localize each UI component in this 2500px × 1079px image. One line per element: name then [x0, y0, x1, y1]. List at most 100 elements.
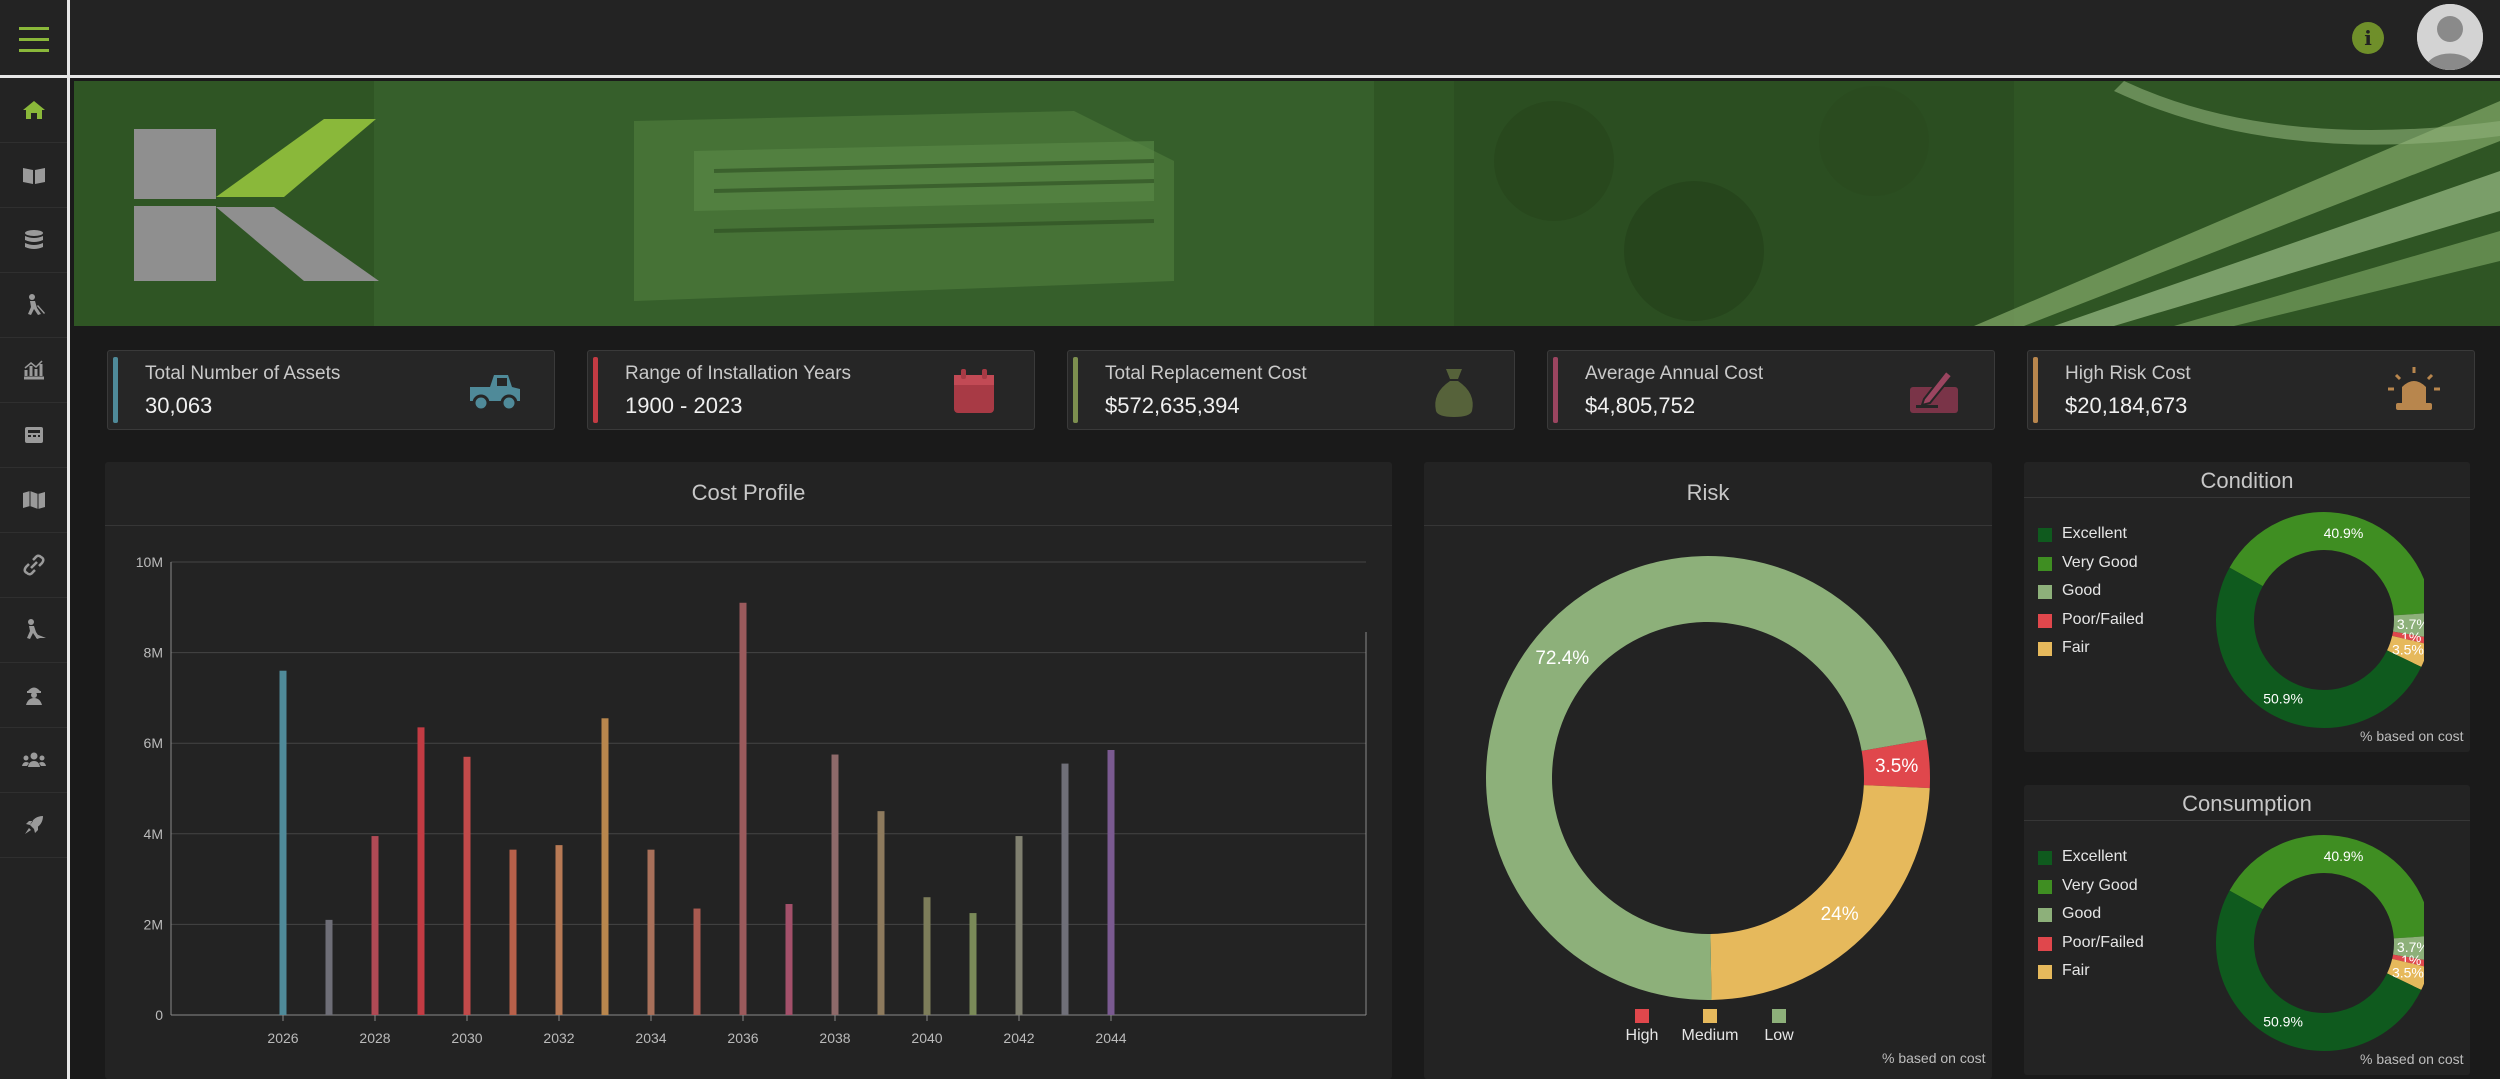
risk-donut-chart: 3.5% 24% 72.4%: [1486, 556, 1930, 1000]
sidebar-item-construction[interactable]: [0, 598, 67, 663]
kpi-label: Range of Installation Years: [625, 363, 852, 384]
kpi-accent-bar: [1073, 357, 1078, 423]
legend-label: Excellent: [2062, 848, 2127, 865]
x-tick-label: 2032: [543, 1030, 574, 1046]
sidebar-item-rocket[interactable]: [0, 793, 67, 858]
legend-swatch: [2038, 585, 2052, 599]
risk-note: % based on cost: [1882, 1050, 1986, 1066]
sidebar-item-analytics[interactable]: [0, 338, 67, 403]
database-icon: [24, 230, 43, 249]
slice-0: [1861, 739, 1930, 789]
legend-label: Good: [2062, 582, 2102, 599]
sidebar-item-calculator[interactable]: [0, 403, 67, 468]
bar-2027: [325, 919, 333, 1015]
y-tick-label: 4M: [144, 826, 163, 842]
panel-divider: [1424, 525, 1992, 526]
legend-label: Excellent: [2062, 525, 2127, 542]
y-tick-label: 10M: [136, 554, 163, 570]
legend-swatch: [1635, 1009, 1649, 1023]
sidebar-item-book[interactable]: [0, 143, 67, 208]
alarm-light-icon: [2388, 367, 2440, 410]
bar-2041: [969, 913, 977, 1015]
kpi-replacement-cost: Total Replacement Cost $572,635,394: [1067, 350, 1515, 430]
legend-label: Very Good: [2062, 554, 2138, 571]
kpi-label: High Risk Cost: [2065, 363, 2191, 384]
book-open-icon: [22, 168, 45, 184]
sidebar-item-worker[interactable]: [0, 273, 67, 338]
bar-2030: [463, 756, 471, 1015]
risk-legend-low[interactable]: Low: [1757, 1009, 1801, 1049]
sidebar-item-link[interactable]: [0, 533, 67, 598]
x-tick-label: 2038: [819, 1030, 850, 1046]
slice-0: [2229, 512, 2424, 616]
consumption-donut-chart: 40.9%3.7%1%3.5%50.9%: [2216, 835, 2424, 1051]
x-tick-label: 2026: [267, 1030, 298, 1046]
slice-4: [2216, 890, 2422, 1051]
panel-title: Risk: [1686, 480, 1730, 505]
worker-icon: [27, 294, 45, 315]
panel-divider: [105, 525, 1392, 526]
legend-label: High: [1625, 1027, 1659, 1044]
sidebar-item-team[interactable]: [0, 728, 67, 793]
x-tick-label: 2042: [1003, 1030, 1034, 1046]
risk-legend-high[interactable]: High: [1620, 1009, 1664, 1049]
bar-2029: [417, 727, 425, 1015]
bar-2040: [923, 897, 931, 1015]
calculator-icon: [24, 427, 43, 443]
avatar[interactable]: [2417, 4, 2483, 70]
kpi-installation-years: Range of Installation Years 1900 - 2023: [587, 350, 1035, 430]
banner-city-image: [74, 81, 2500, 326]
slice-label: 24%: [1821, 904, 1859, 925]
bar-2028: [371, 836, 379, 1015]
condition-donut-chart: 40.9%3.7%1%3.5%50.9%: [2216, 512, 2424, 729]
sidebar-item-inspector[interactable]: [0, 663, 67, 728]
legend-swatch: [2038, 965, 2052, 979]
sidebar-item-database[interactable]: [0, 208, 67, 273]
x-tick-label: 2036: [727, 1030, 758, 1046]
sidebar-item-home[interactable]: [0, 78, 67, 143]
slice-4: [2216, 567, 2422, 729]
panel-divider: [2024, 820, 2470, 821]
slice-2: [1486, 556, 1927, 1000]
legend-label: Poor/Failed: [2062, 611, 2144, 628]
sidebar: [0, 78, 70, 1079]
slice-1: [1710, 785, 1930, 1000]
kpi-value: $4,805,752: [1585, 393, 1696, 418]
kpi-label: Total Replacement Cost: [1105, 363, 1307, 384]
sidebar-item-map[interactable]: [0, 468, 67, 533]
slice-label: 72.4%: [1535, 648, 1589, 669]
legend-swatch: [2038, 614, 2052, 628]
consumption-note: % based on cost: [2360, 1051, 2464, 1067]
construction-icon: [26, 619, 46, 639]
slice-0: [2229, 835, 2424, 939]
home-icon: [22, 101, 45, 119]
slice-2: [2392, 954, 2424, 967]
info-icon[interactable]: i: [2352, 22, 2384, 54]
legend-swatch: [1703, 1009, 1717, 1023]
consumption-panel: Consumption Excellent Very Good Good Poo…: [2024, 785, 2470, 1075]
cost-profile-chart: 0 2M 4M 6M 8M 10M 2026 2028 2030 2032 2034 2036 2038…: [136, 554, 1367, 1046]
kpi-total-assets: Total Number of Assets 30,063: [107, 350, 555, 430]
bar-2034: [647, 849, 655, 1015]
kpi-label: Average Annual Cost: [1585, 363, 1764, 384]
kpi-accent-bar: [113, 357, 118, 423]
slice-3: [2387, 958, 2424, 990]
legend-swatch: [2038, 851, 2052, 865]
risk-legend-medium[interactable]: Medium: [1675, 1009, 1745, 1049]
bar-2044: [1107, 749, 1115, 1015]
panel-title: Consumption: [2182, 791, 2312, 816]
condition-panel: Condition Excellent Very Good Good Poor/…: [2024, 462, 2470, 752]
analytics-icon: [23, 360, 44, 380]
kpi-high-risk-cost: High Risk Cost $20,184,673: [2027, 350, 2475, 430]
panel-divider: [2024, 497, 2470, 498]
bar-2039: [877, 811, 885, 1015]
legend-label: Very Good: [2062, 877, 2138, 894]
company-logo: [134, 119, 379, 281]
legend-swatch: [2038, 642, 2052, 656]
slice-2: [2392, 631, 2424, 644]
kpi-value: $20,184,673: [2065, 393, 2188, 418]
kpi-accent-bar: [593, 357, 598, 423]
hamburger-icon[interactable]: [0, 0, 70, 78]
rocket-icon: [24, 816, 43, 834]
inspector-icon: [25, 687, 42, 705]
